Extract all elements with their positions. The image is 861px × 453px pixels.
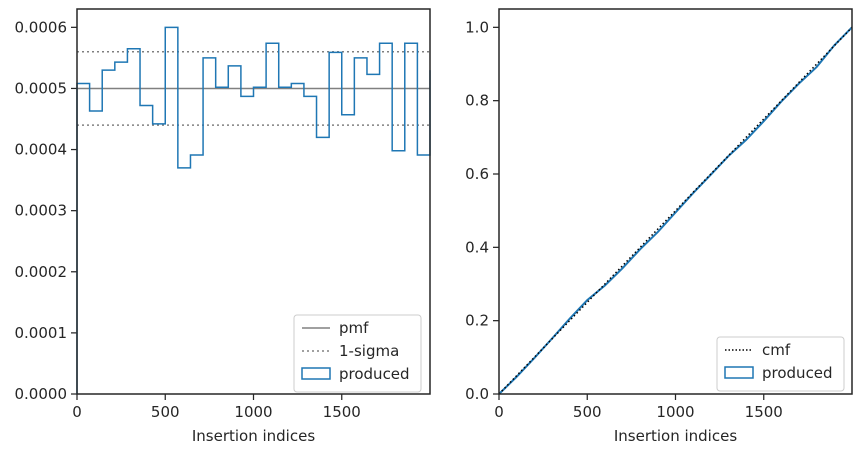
y-tick-label: 0.0 — [465, 385, 489, 403]
y-tick-label: 1.0 — [465, 18, 489, 36]
x-tick-label: 0 — [72, 403, 82, 421]
left-plot: 0 500 1000 1500 0.0000 0.0001 0.0002 0.0003 0.00… — [15, 8, 431, 445]
legend-label: 1-sigma — [339, 342, 399, 360]
legend-swatch — [301, 367, 331, 380]
produced-step-histogram — [76, 26, 431, 394]
y-tick-label: 0.0002 — [15, 263, 68, 281]
x-tick-label: 0 — [494, 403, 504, 421]
right-plot: 0 500 1000 1500 0.0 0.2 0.4 0.6 0.8 1.0 Insertion … — [465, 8, 853, 445]
y-tick-label: 0.6 — [465, 165, 489, 183]
axes-frame — [498, 8, 853, 395]
y-tick-label: 0.0001 — [15, 324, 68, 342]
y-tick-label: 0.8 — [465, 92, 489, 110]
legend-label: pmf — [339, 319, 369, 337]
legend-box — [293, 314, 422, 393]
y-tick-label: 0.0005 — [15, 79, 68, 97]
y-tick-label: 0.0003 — [15, 202, 68, 220]
legend-swatch — [724, 366, 754, 379]
x-axis-label: Insertion indices — [192, 427, 315, 445]
cmf-line — [498, 26, 853, 395]
x-tick-label: 500 — [151, 403, 180, 421]
x-tick-label: 500 — [573, 403, 602, 421]
x-tick-label: 1000 — [656, 403, 694, 421]
x-tick-label: 1500 — [745, 403, 783, 421]
y-tick-label: 0.0000 — [15, 385, 68, 403]
legend-label: produced — [339, 365, 410, 383]
x-tick-label: 1500 — [323, 403, 361, 421]
y-tick-label: 0.2 — [465, 312, 489, 330]
axes-frame — [76, 8, 431, 395]
legend-label: produced — [762, 364, 833, 382]
x-tick-label: 1000 — [234, 403, 272, 421]
x-axis-label: Insertion indices — [614, 427, 737, 445]
y-tick-label: 0.0006 — [15, 18, 68, 36]
y-tick-label: 0.4 — [465, 238, 489, 256]
legend-label: cmf — [762, 341, 791, 359]
y-tick-label: 0.0004 — [15, 141, 68, 159]
